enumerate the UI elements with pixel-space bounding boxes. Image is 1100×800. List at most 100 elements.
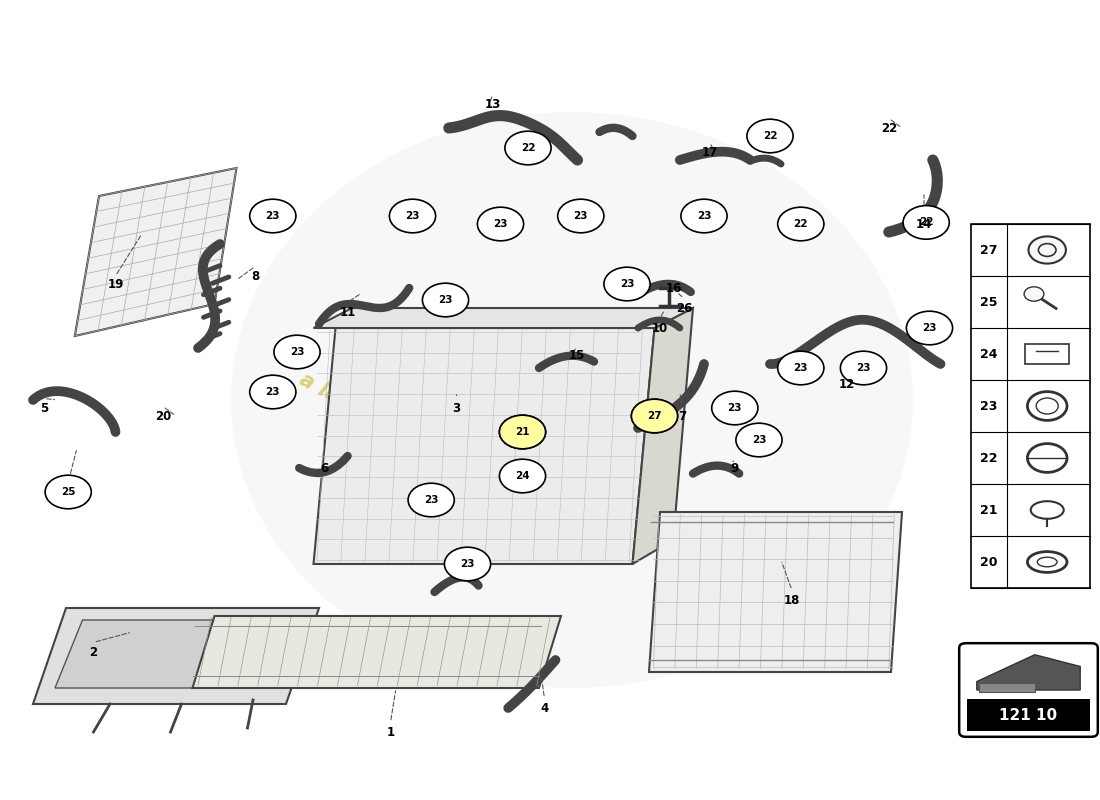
Text: 23: 23 (619, 279, 635, 289)
Text: 25: 25 (60, 487, 76, 497)
Polygon shape (55, 620, 292, 688)
Text: 27: 27 (647, 411, 662, 421)
Circle shape (747, 119, 793, 153)
Text: 23: 23 (405, 211, 420, 221)
Circle shape (681, 199, 727, 233)
Bar (971, 224, 1090, 588)
Text: 26: 26 (676, 302, 692, 314)
Text: 23: 23 (460, 559, 475, 569)
Text: 22: 22 (793, 219, 808, 229)
Circle shape (604, 267, 650, 301)
Polygon shape (979, 683, 1035, 692)
Circle shape (444, 547, 491, 581)
Text: 21: 21 (515, 427, 530, 437)
Circle shape (250, 199, 296, 233)
Circle shape (906, 311, 953, 345)
Text: 24: 24 (515, 471, 530, 481)
Text: 23: 23 (751, 435, 767, 445)
Bar (967, 699, 1090, 731)
Circle shape (778, 351, 824, 385)
Circle shape (389, 199, 436, 233)
Text: 2: 2 (89, 646, 98, 658)
Text: 6: 6 (320, 462, 329, 474)
Circle shape (712, 391, 758, 425)
Circle shape (477, 207, 524, 241)
Text: 14: 14 (916, 218, 932, 230)
Circle shape (840, 351, 887, 385)
Text: 24: 24 (980, 347, 998, 361)
Text: 121 10: 121 10 (1000, 708, 1057, 723)
Circle shape (778, 207, 824, 241)
Text: 22: 22 (762, 131, 778, 141)
Text: 23: 23 (289, 347, 305, 357)
Text: 16: 16 (667, 282, 682, 294)
Circle shape (422, 283, 469, 317)
Text: 20: 20 (155, 410, 170, 422)
Text: 27: 27 (980, 243, 998, 257)
Circle shape (250, 375, 296, 409)
Text: 4: 4 (540, 702, 549, 714)
Text: 25: 25 (980, 295, 998, 309)
Text: 5: 5 (40, 402, 48, 414)
Polygon shape (977, 654, 1080, 690)
Text: 23: 23 (793, 363, 808, 373)
Circle shape (631, 399, 678, 433)
Text: 12: 12 (839, 378, 855, 390)
Text: a lamborghini parts since 1995: a lamborghini parts since 1995 (296, 370, 628, 558)
Bar (1025, 344, 1069, 363)
Circle shape (505, 131, 551, 165)
Text: 23: 23 (922, 323, 937, 333)
Text: 23: 23 (573, 211, 588, 221)
Text: 19: 19 (108, 278, 123, 290)
Text: 7: 7 (678, 410, 686, 422)
Text: 20: 20 (980, 555, 998, 569)
Circle shape (45, 475, 91, 509)
Circle shape (631, 399, 678, 433)
Text: 11: 11 (340, 306, 355, 318)
Polygon shape (33, 608, 319, 704)
Text: 8: 8 (251, 270, 260, 282)
Text: 23: 23 (696, 211, 712, 221)
Polygon shape (314, 308, 693, 328)
Circle shape (903, 206, 949, 239)
Polygon shape (649, 512, 902, 672)
Circle shape (274, 335, 320, 369)
Text: 10: 10 (652, 322, 668, 334)
Polygon shape (632, 308, 693, 564)
Circle shape (1024, 287, 1044, 302)
Circle shape (558, 199, 604, 233)
Text: 15: 15 (569, 350, 584, 362)
Text: 23: 23 (980, 399, 998, 413)
Circle shape (408, 483, 454, 517)
Text: 23: 23 (727, 403, 742, 413)
Text: 3: 3 (452, 402, 461, 414)
Polygon shape (75, 168, 236, 336)
Circle shape (499, 415, 546, 449)
Text: 23: 23 (493, 219, 508, 229)
Circle shape (1038, 243, 1056, 256)
Text: 18: 18 (784, 594, 800, 606)
Text: 1: 1 (386, 726, 395, 738)
Text: 13: 13 (485, 98, 501, 110)
Text: 23: 23 (856, 363, 871, 373)
FancyBboxPatch shape (959, 643, 1098, 737)
Ellipse shape (231, 112, 913, 688)
Circle shape (736, 423, 782, 457)
Text: 17: 17 (702, 146, 717, 158)
Text: 21: 21 (980, 503, 998, 517)
Circle shape (499, 459, 546, 493)
Text: 22: 22 (980, 451, 998, 465)
Text: 23: 23 (265, 211, 280, 221)
Text: 22: 22 (918, 218, 934, 227)
Circle shape (1028, 237, 1066, 264)
Text: 23: 23 (265, 387, 280, 397)
Text: 22: 22 (520, 143, 536, 153)
Text: 23: 23 (438, 295, 453, 305)
Text: 9: 9 (730, 462, 739, 474)
Polygon shape (314, 328, 654, 564)
Text: 21: 21 (515, 427, 530, 437)
Text: 27: 27 (647, 411, 662, 421)
Circle shape (499, 415, 546, 449)
Polygon shape (192, 616, 561, 688)
Text: 22: 22 (881, 122, 896, 134)
